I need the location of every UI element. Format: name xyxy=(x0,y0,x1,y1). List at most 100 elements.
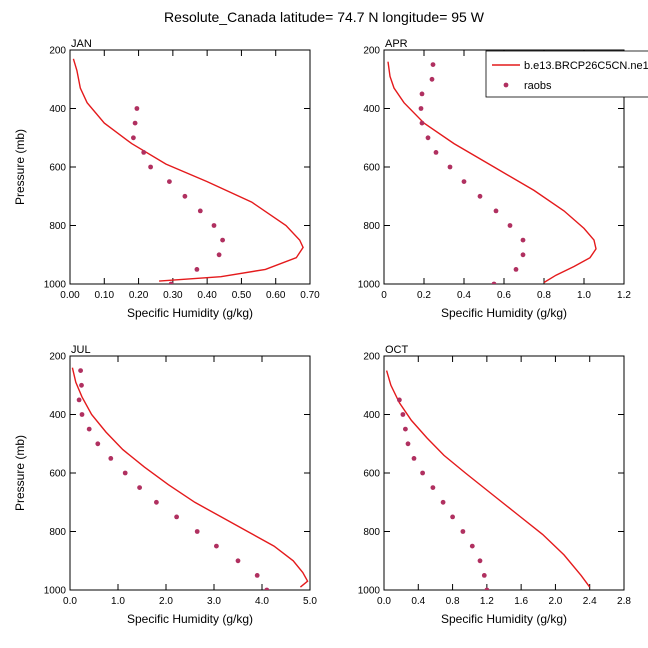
raobs-point xyxy=(450,514,455,520)
raobs-point xyxy=(430,485,436,490)
plot-frame xyxy=(69,49,311,285)
y-tick-label: 200 xyxy=(363,46,380,57)
x-tick-label: 1.2 xyxy=(480,596,494,607)
x-tick-label: 0.60 xyxy=(266,290,286,301)
y-tick-label: 400 xyxy=(363,104,380,115)
x-tick-label: 0.0 xyxy=(63,596,77,607)
raobs-point xyxy=(264,587,270,590)
x-tick-label: 2.4 xyxy=(583,596,597,607)
raobs-point xyxy=(78,368,83,373)
x-tick-label: 0.10 xyxy=(95,290,115,301)
raobs-point xyxy=(79,382,84,388)
x-axis-label: Specific Humidity (g/kg) xyxy=(127,612,253,626)
panel-jan: JAN 0.00 0.10 0.20 0.30 0.40 0.50 0.60 0.70 200 40… xyxy=(13,38,320,320)
panel-label: JUL xyxy=(71,344,91,356)
y-tick-label: 200 xyxy=(49,352,66,363)
legend-label-raobs: raobs xyxy=(524,80,552,92)
x-tick-label: 0.4 xyxy=(457,290,471,301)
x-tick-label: 4.0 xyxy=(255,596,269,607)
panel-apr: APR 0 0.2 0.4 0.6 0.8 1.0 1.2 200 400 600 800 1000 Sp… xyxy=(358,38,632,320)
raobs-point xyxy=(211,223,217,228)
raobs-point xyxy=(167,179,172,185)
raobs-point xyxy=(430,62,436,67)
model-profile-line xyxy=(385,370,591,588)
raobs-point xyxy=(419,120,425,126)
raobs-point xyxy=(425,135,431,141)
y-tick-label: 600 xyxy=(49,163,66,174)
y-tick-label: 800 xyxy=(49,527,66,538)
raobs-point xyxy=(520,252,526,258)
raobs-point xyxy=(79,412,85,417)
x-tick-label: 0.70 xyxy=(300,290,320,301)
y-tick-label: 1000 xyxy=(358,586,381,597)
raobs-point xyxy=(154,499,159,505)
x-tick-label: 1.0 xyxy=(111,596,125,607)
raobs-point xyxy=(484,587,490,590)
x-tick-label: 5.0 xyxy=(303,596,317,607)
legend-label-model: b.e13.BRCP26C5CN.ne120_t12.sehires38.003… xyxy=(524,60,648,72)
y-tick-label: 1000 xyxy=(44,280,67,291)
raobs-point xyxy=(214,543,219,549)
raobs-point xyxy=(460,529,466,534)
raobs-point xyxy=(168,281,174,284)
raobs-point xyxy=(182,193,188,199)
y-tick-label: 200 xyxy=(49,46,66,57)
raobs-point xyxy=(137,485,143,490)
raobs-point xyxy=(433,150,439,155)
panel-label: OCT xyxy=(385,344,409,356)
x-tick-label: 0.40 xyxy=(197,290,217,301)
x-tick-label: 1.2 xyxy=(617,290,631,301)
y-tick-label: 1000 xyxy=(358,280,381,291)
panel-oct: OCT 0.0 0.4 0.8 1.2 1.6 2.0 2.4 2.8 200 400 600 800 1… xyxy=(358,344,632,626)
plot-frame xyxy=(69,355,311,591)
x-tick-label: 2.0 xyxy=(548,596,562,607)
model-profile-line xyxy=(71,367,309,588)
raobs-point xyxy=(197,208,203,214)
raobs-point xyxy=(122,470,128,476)
figure-title: Resolute_Canada latitude= 74.7 N longitu… xyxy=(164,9,485,25)
raobs-point xyxy=(418,106,424,111)
panel-jul: JUL 0.0 1.0 2.0 3.0 4.0 5.0 200 400 600 800 1000 Spe… xyxy=(13,344,317,626)
x-tick-label: 0.30 xyxy=(163,290,183,301)
raobs-point xyxy=(194,529,200,534)
raobs-point xyxy=(254,573,260,578)
x-tick-label: 0.2 xyxy=(417,290,431,301)
raobs-point xyxy=(400,412,406,417)
x-tick-label: 0 xyxy=(381,290,387,301)
raobs-point xyxy=(134,106,140,111)
x-tick-label: 1.0 xyxy=(577,290,591,301)
y-tick-label: 600 xyxy=(49,469,66,480)
x-tick-label: 0.20 xyxy=(129,290,149,301)
y-axis-label: Pressure (mb) xyxy=(13,435,27,511)
legend-box xyxy=(485,50,648,98)
raobs-point xyxy=(419,91,425,97)
x-tick-label: 0.0 xyxy=(377,596,391,607)
raobs-point xyxy=(148,164,154,170)
x-tick-label: 0.8 xyxy=(446,596,460,607)
raobs-point xyxy=(132,120,138,126)
x-tick-label: 0.8 xyxy=(537,290,551,301)
raobs-point xyxy=(493,208,499,214)
y-tick-label: 200 xyxy=(363,352,380,363)
x-axis-label: Specific Humidity (g/kg) xyxy=(441,612,567,626)
x-tick-label: 0.50 xyxy=(232,290,252,301)
raobs-point xyxy=(76,397,82,403)
y-axis-label: Pressure (mb) xyxy=(13,129,27,205)
raobs-point xyxy=(429,76,435,82)
x-tick-label: 0.00 xyxy=(60,290,80,301)
raobs-point xyxy=(86,426,92,432)
legend: b.e13.BRCP26C5CN.ne120_t12.sehires38.003… xyxy=(485,50,648,98)
raobs-point xyxy=(131,135,136,141)
x-tick-label: 3.0 xyxy=(207,596,221,607)
raobs-point xyxy=(411,456,417,461)
y-tick-label: 800 xyxy=(363,221,380,232)
raobs-point xyxy=(95,441,101,447)
x-tick-label: 1.6 xyxy=(514,596,528,607)
plot-frame xyxy=(383,355,625,591)
raobs-point xyxy=(235,558,241,564)
raobs-point xyxy=(141,150,147,155)
raobs-point xyxy=(108,456,114,461)
y-tick-label: 1000 xyxy=(44,586,67,597)
